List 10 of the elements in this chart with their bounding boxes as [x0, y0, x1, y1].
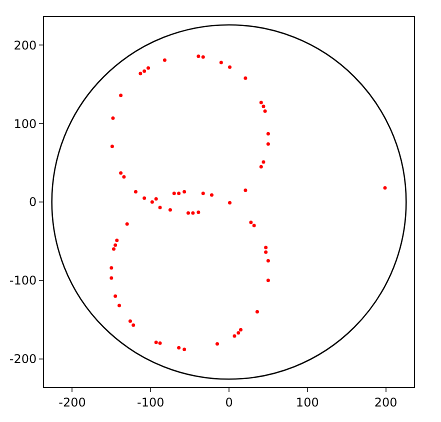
x-tick-label: 200 [374, 395, 398, 410]
y-tick-label: 200 [14, 38, 37, 52]
x-tick-label: 0 [225, 395, 233, 410]
y-tick-label: -200 [9, 352, 37, 366]
y-tick-label: 100 [14, 116, 37, 131]
y-tick-label: -100 [9, 274, 37, 288]
x-tick-label: -100 [136, 395, 164, 410]
x-tick-label: 100 [296, 395, 319, 410]
x-tick-label: -200 [58, 395, 86, 410]
y-tick-label: 0 [28, 195, 37, 210]
